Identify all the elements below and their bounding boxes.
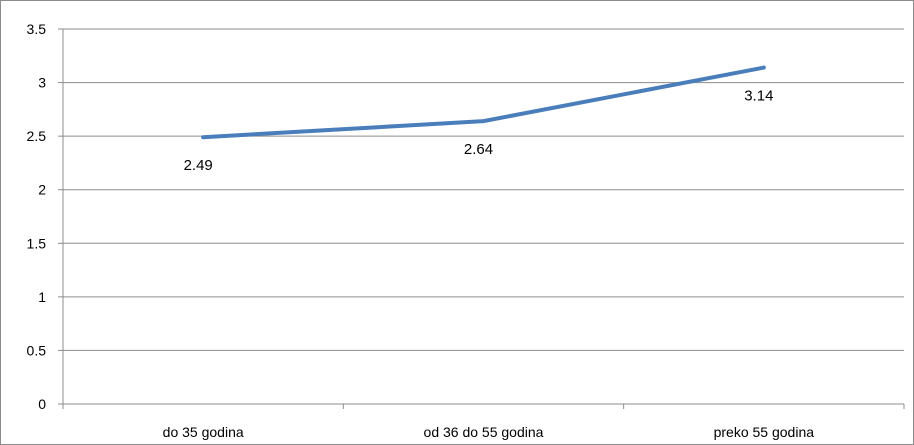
y-tick-label: 2 xyxy=(38,182,46,198)
y-axis-tick-labels: 0 0.5 1 1.5 2 2.5 3 3.5 xyxy=(27,21,47,412)
y-tick-label: 0 xyxy=(38,396,46,412)
data-label: 2.64 xyxy=(464,141,493,158)
data-labels: 2.49 2.64 3.14 xyxy=(184,88,774,175)
series-line xyxy=(201,65,766,140)
axes xyxy=(58,28,905,409)
x-tick-label: od 36 do 55 godina xyxy=(424,424,544,440)
x-axis-tick-labels: do 35 godina od 36 do 55 godina preko 55 g… xyxy=(163,424,815,440)
x-tick-label: do 35 godina xyxy=(163,424,244,440)
data-label: 2.49 xyxy=(184,157,213,174)
x-tick-label: preko 55 godina xyxy=(714,424,815,440)
y-tick-label: 1 xyxy=(38,289,46,305)
y-tick-label: 1.5 xyxy=(27,235,47,251)
series-lines xyxy=(201,65,766,140)
y-tick-label: 3 xyxy=(38,75,46,91)
data-label: 3.14 xyxy=(744,88,773,105)
y-tick-label: 3.5 xyxy=(27,21,47,37)
y-tick-label: 2.5 xyxy=(27,128,47,144)
gridlines xyxy=(63,28,904,351)
y-tick-label: 0.5 xyxy=(27,342,47,358)
